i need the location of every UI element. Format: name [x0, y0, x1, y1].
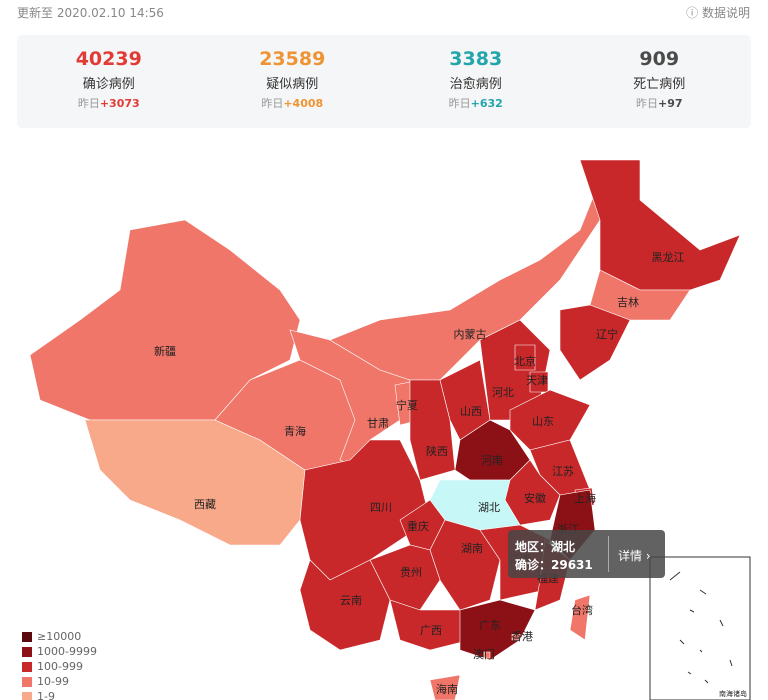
province-label: 黑龙江	[652, 251, 685, 264]
stat: 909 死亡病例昨日+97	[568, 35, 752, 128]
legend-swatch	[22, 677, 32, 687]
legend-swatch	[22, 647, 32, 657]
province-label: 辽宁	[596, 327, 618, 341]
stat-delta-prefix: 昨日	[77, 97, 100, 110]
stat-delta-row: 昨日+3073	[17, 95, 201, 111]
tooltip-divider	[608, 536, 609, 572]
legend-swatch	[22, 632, 32, 642]
stat-delta: +97	[657, 97, 683, 110]
legend-swatch	[22, 692, 32, 700]
province-label: 四川	[370, 501, 392, 514]
stat-delta-row: 昨日+97	[568, 95, 752, 111]
update-time: 更新至 2020.02.10 14:56	[17, 6, 164, 20]
stat-delta-prefix: 昨日	[635, 97, 658, 110]
inset-label: 南海诸岛	[719, 689, 747, 698]
province-label: 山东	[532, 415, 554, 428]
stat-delta-prefix: 昨日	[261, 97, 284, 110]
province-label: 澳门	[473, 647, 495, 661]
province-label: 江苏	[552, 465, 574, 478]
province-label: 香港	[511, 630, 533, 643]
stat-label: 死亡病例	[633, 77, 686, 92]
province-label: 吉林	[617, 295, 639, 309]
legend-label: 1-9	[37, 690, 55, 700]
province[interactable]	[511, 633, 521, 641]
province-label: 上海	[574, 491, 596, 505]
stats-panel: 40239 确诊病例 昨日+3073 23589 疑似病例 昨日+4008 3383 治愈病例…	[17, 35, 751, 128]
province[interactable]	[559, 304, 631, 381]
legend-label: 1000-9999	[37, 645, 97, 658]
tooltip-detail[interactable]: 详情 ›	[618, 549, 651, 563]
province[interactable]	[483, 651, 491, 659]
province[interactable]	[579, 159, 741, 291]
stat-delta: +632	[470, 97, 503, 110]
inset-frame	[649, 556, 751, 700]
province-label: 新疆	[154, 344, 176, 358]
tooltip-confirmed: 确诊：29631	[515, 558, 593, 572]
province-label: 山西	[460, 405, 482, 418]
province[interactable]	[429, 674, 461, 700]
legend-label: ≥10000	[37, 630, 81, 643]
province-label: 云南	[340, 594, 362, 607]
legend-label: 10-99	[37, 675, 69, 688]
stat-delta-row: 昨日+632	[384, 95, 568, 111]
province-label: 安徽	[524, 491, 546, 505]
stat-value: 909	[639, 48, 680, 70]
province[interactable]	[299, 559, 391, 651]
province-label: 湖北	[478, 501, 500, 514]
province[interactable]	[514, 344, 536, 371]
province-label: 海南	[436, 682, 458, 696]
province-label: 重庆	[407, 519, 429, 533]
province-label: 青海	[284, 424, 306, 438]
legend-label: 100-999	[37, 660, 83, 673]
stat-value: 23589	[259, 48, 326, 70]
stat-label: 确诊病例	[82, 77, 135, 92]
stat-delta: +4008	[283, 97, 324, 110]
tooltip-region: 地区：湖北	[515, 540, 576, 554]
stat-delta-row: 昨日+4008	[201, 95, 385, 111]
province-label: 河南	[481, 454, 503, 467]
tooltip: 地区：湖北 确诊：29631 详情 ›	[508, 530, 665, 578]
stat-delta-prefix: 昨日	[448, 97, 471, 110]
province-label: 北京	[514, 354, 536, 368]
province-label: 贵州	[400, 566, 422, 579]
province-label: 宁夏	[396, 398, 418, 412]
province[interactable]	[569, 594, 591, 641]
province-label: 天津	[526, 374, 548, 387]
province-label: 湖南	[461, 542, 483, 555]
province-label: 甘肃	[367, 417, 389, 430]
stat: 23589 疑似病例昨日+4008	[201, 35, 385, 128]
stat-label: 治愈病例	[449, 77, 502, 92]
help-link[interactable]: ⓘ 数据说明	[686, 6, 750, 20]
province-label: 广西	[420, 624, 442, 637]
province-label: 内蒙古	[454, 327, 487, 341]
stat: 3383 治愈病例昨日+632	[384, 35, 568, 128]
stat-value: 40239	[75, 48, 142, 70]
province-label: 西藏	[194, 498, 216, 511]
stat-label: 疑似病例	[266, 77, 319, 92]
legend-swatch	[22, 662, 32, 672]
stat-delta: +3073	[99, 97, 140, 110]
province-label: 陕西	[426, 444, 448, 458]
province-label: 河北	[492, 386, 514, 399]
inset-islands	[669, 571, 733, 684]
province-label: 台湾	[571, 603, 593, 617]
stat: 40239 确诊病例昨日+3073	[17, 35, 201, 128]
province-label: 广东	[479, 619, 501, 632]
stat-value: 3383	[449, 48, 503, 70]
help-text[interactable]: 数据说明	[701, 6, 750, 20]
